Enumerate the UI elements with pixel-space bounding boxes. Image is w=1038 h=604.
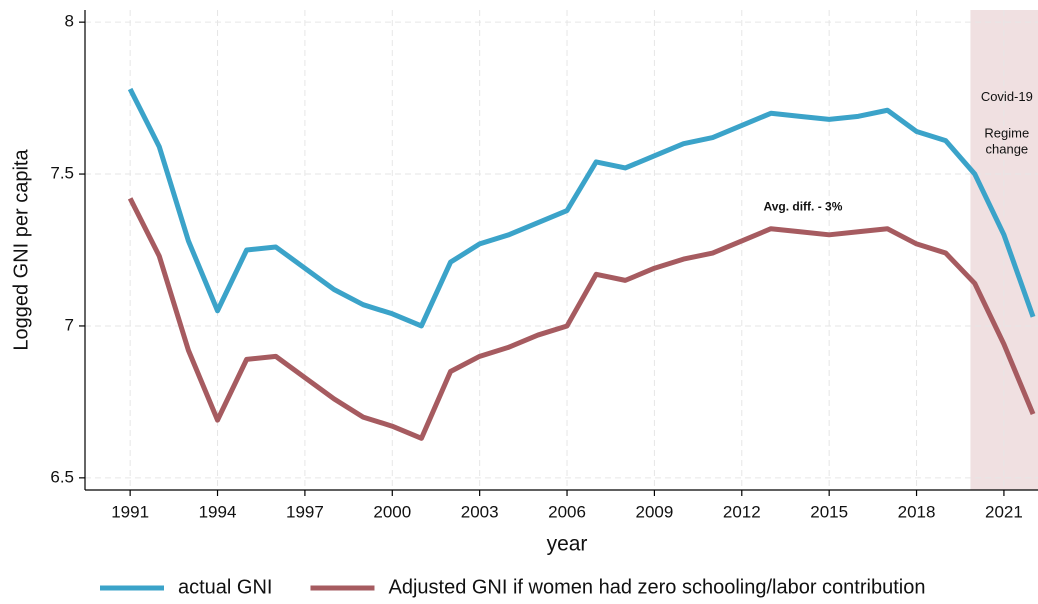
- x-tick-label: 2018: [898, 502, 936, 521]
- y-tick-label: 7: [65, 315, 74, 334]
- x-tick-label: 2015: [810, 502, 848, 521]
- legend-label: actual GNI: [178, 576, 272, 598]
- x-tick-label: 2000: [373, 502, 411, 521]
- y-tick-label: 6.5: [50, 467, 74, 486]
- annotation-line: Avg. diff. - 3%: [764, 200, 843, 214]
- x-tick-label: 2006: [548, 502, 586, 521]
- annotation-line: change: [986, 142, 1029, 157]
- x-axis-label: year: [547, 533, 588, 556]
- y-axis-label: Logged GNI per capita: [10, 149, 32, 351]
- series-line: [127, 87, 1036, 329]
- annotation: Covid-19: [981, 90, 1033, 105]
- x-tick-label: 2012: [723, 502, 761, 521]
- x-tick-label: 1991: [111, 502, 149, 521]
- x-tick-label: 2009: [635, 502, 673, 521]
- series-line: [127, 197, 1036, 441]
- y-tick-label: 7.5: [50, 164, 74, 183]
- annotation: Avg. diff. - 3%: [764, 200, 843, 214]
- x-tick-label: 2021: [985, 502, 1023, 521]
- annotation: Regime change: [984, 126, 1029, 157]
- legend-label: Adjusted GNI if women had zero schooling…: [388, 576, 925, 598]
- x-tick-label: 1994: [199, 502, 237, 521]
- y-tick-label: 8: [65, 12, 74, 31]
- annotation-line: Covid-19: [981, 90, 1033, 105]
- annotation-line: Regime: [984, 126, 1029, 141]
- x-tick-label: 1997: [286, 502, 324, 521]
- x-tick-label: 2003: [461, 502, 499, 521]
